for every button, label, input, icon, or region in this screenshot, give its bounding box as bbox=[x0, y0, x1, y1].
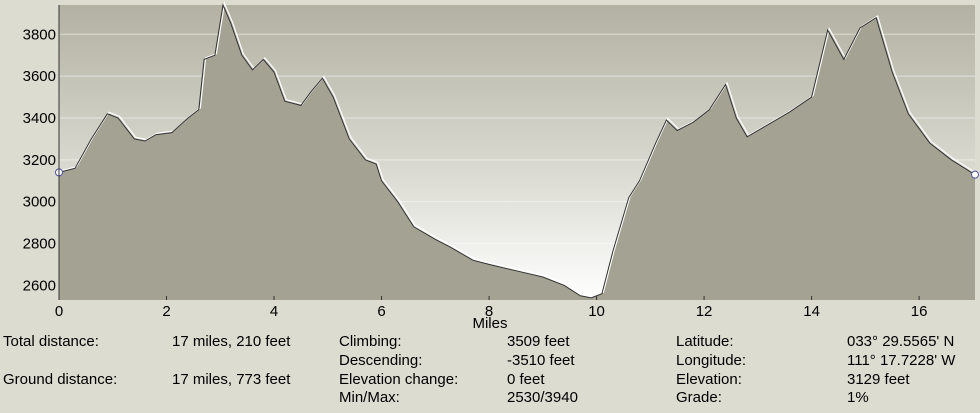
stat-value: 2530/3940 bbox=[507, 389, 578, 406]
x-tick-label: 6 bbox=[377, 303, 385, 320]
y-tick-label: 3800 bbox=[23, 26, 56, 43]
stat-value: 0 feet bbox=[507, 371, 545, 388]
stat-label: Elevation: bbox=[676, 371, 742, 388]
stat-label: Total distance: bbox=[3, 333, 99, 350]
y-tick-label: 3000 bbox=[23, 194, 56, 211]
y-tick-label: 3600 bbox=[23, 68, 56, 85]
x-axis-label: Miles bbox=[472, 315, 507, 332]
elevation-highlight bbox=[60, 1, 977, 298]
x-tick-label: 16 bbox=[911, 303, 928, 320]
stat-value: 17 miles, 773 feet bbox=[172, 371, 291, 388]
stat-label: Descending: bbox=[339, 352, 422, 369]
stat-label: Elevation change: bbox=[339, 371, 458, 388]
y-tick-label: 3400 bbox=[23, 110, 56, 127]
x-tick-label: 14 bbox=[803, 303, 820, 320]
stat-value: 3129 feet bbox=[847, 371, 910, 388]
stat-label: Longitude: bbox=[676, 352, 746, 369]
x-tick-label: 4 bbox=[270, 303, 278, 320]
elevation-area bbox=[59, 5, 975, 300]
x-tick-label: 10 bbox=[588, 303, 605, 320]
stat-label: Ground distance: bbox=[3, 371, 117, 388]
stat-value: -3510 feet bbox=[507, 352, 575, 369]
y-tick-label: 2600 bbox=[23, 277, 56, 294]
x-tick-label: 0 bbox=[55, 303, 63, 320]
stat-value: 3509 feet bbox=[507, 333, 570, 350]
x-tick-label: 2 bbox=[162, 303, 170, 320]
stat-value: 17 miles, 210 feet bbox=[172, 333, 291, 350]
stat-label: Grade: bbox=[676, 389, 722, 406]
x-tick-label: 8 bbox=[485, 303, 493, 320]
endpoint-marker bbox=[971, 170, 979, 179]
stat-value: 1% bbox=[847, 389, 869, 406]
stat-value: 111° 17.7228' W bbox=[847, 352, 956, 369]
x-tick-label: 12 bbox=[696, 303, 713, 320]
y-tick-label: 2800 bbox=[23, 236, 56, 253]
stat-label: Latitude: bbox=[676, 333, 734, 350]
stat-label: Min/Max: bbox=[339, 389, 400, 406]
stat-value: 033° 29.5565' N bbox=[847, 333, 954, 350]
elevation-line bbox=[58, 3, 976, 299]
stat-label: Climbing: bbox=[339, 333, 402, 350]
y-tick-label: 3200 bbox=[23, 152, 56, 169]
